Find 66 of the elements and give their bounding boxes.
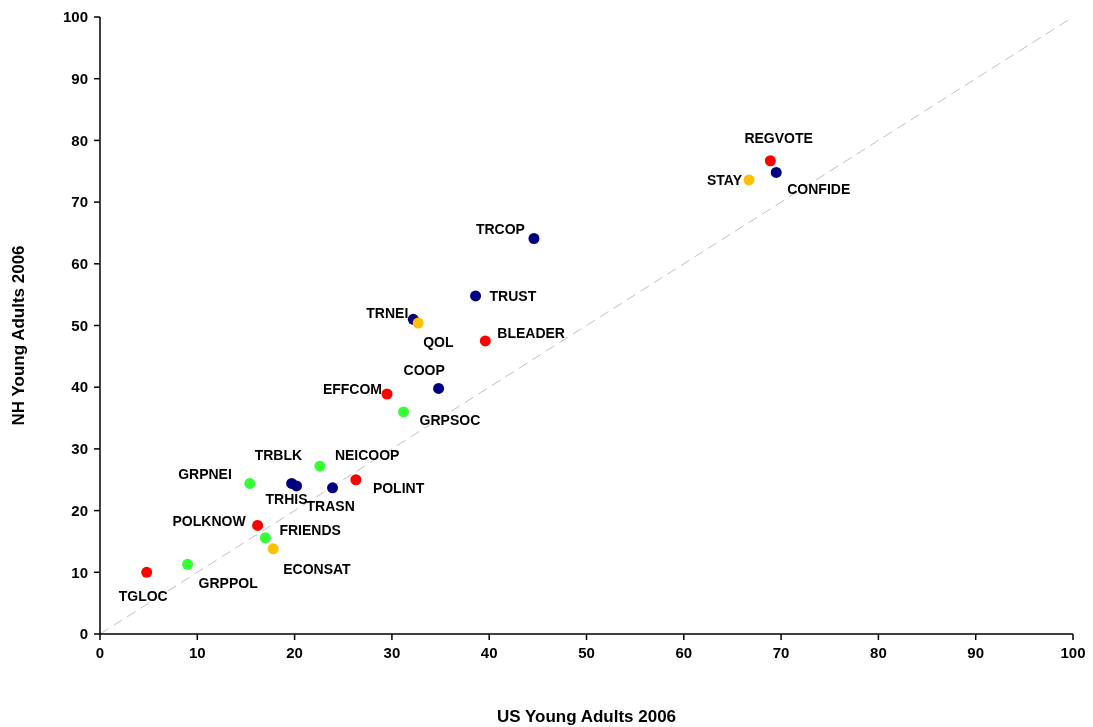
y-tick-label: 70 <box>71 193 88 211</box>
point <box>479 335 491 347</box>
point <box>350 474 362 486</box>
annotation: TRNEI <box>366 305 409 322</box>
point <box>314 460 326 472</box>
annotation: GRPPOL <box>198 575 259 592</box>
x-tick-label: 100 <box>1060 644 1086 661</box>
y-tick-label: 30 <box>71 440 88 458</box>
point <box>398 406 410 418</box>
y-tick-label: 60 <box>71 255 88 273</box>
annotation: GRPSOC <box>419 411 481 428</box>
x-tick-label: 80 <box>870 644 887 661</box>
x-tick-label: 20 <box>286 644 303 661</box>
point <box>381 388 393 400</box>
x-tick-label: 50 <box>578 644 595 661</box>
point <box>770 166 782 178</box>
x-axis-title: US Young Adults 2006 <box>496 707 677 726</box>
point <box>267 543 279 555</box>
y-tick-label: 0 <box>79 625 88 643</box>
x-tick-label: 40 <box>480 644 498 661</box>
annotation: STAY <box>706 171 743 188</box>
point <box>433 382 445 394</box>
x-tick-label: 30 <box>383 644 401 661</box>
annotation: POLINT <box>372 479 425 496</box>
point <box>470 290 482 302</box>
annotation: QOL <box>423 333 454 350</box>
annotation: COOP <box>403 362 445 379</box>
annotation: EFFCOM <box>322 380 383 397</box>
annotation: REGVOTE <box>744 129 813 146</box>
point <box>528 233 540 244</box>
point <box>291 480 303 492</box>
annotation: NEICOOP <box>334 447 400 464</box>
x-tick-label: 10 <box>188 644 206 661</box>
annotation: TGLOC <box>118 588 168 605</box>
x-tick-label: 70 <box>772 644 790 661</box>
y-tick-label: 80 <box>71 131 88 149</box>
y-tick-label: 10 <box>71 563 88 581</box>
y-axis-title: NH Young Adults 2006 <box>9 245 28 426</box>
x-tick-label: 60 <box>675 644 693 661</box>
point <box>141 566 153 578</box>
annotation: POLKNOW <box>172 513 247 530</box>
point <box>327 482 339 494</box>
annotation: TRBLK <box>254 447 303 464</box>
annotation: BLEADER <box>497 324 565 341</box>
annotation: GRPNEI <box>178 466 232 483</box>
point <box>244 477 256 489</box>
point <box>764 155 776 167</box>
y-tick-label: 20 <box>71 501 88 519</box>
annotation: ECONSAT <box>283 560 352 577</box>
point <box>743 174 755 186</box>
x-tick-label: 0 <box>95 644 105 661</box>
annotation: FRIENDS <box>279 521 341 538</box>
annotation: TRASN <box>306 497 355 514</box>
annotation: TRCOP <box>475 221 525 238</box>
point <box>182 558 194 570</box>
y-tick-label: 90 <box>71 69 88 87</box>
y-tick-label: 40 <box>71 378 88 396</box>
annotation: TRHIS <box>265 490 308 507</box>
annotation: TRUST <box>489 287 537 304</box>
point <box>412 317 424 329</box>
y-tick-label: 50 <box>71 316 88 334</box>
x-tick-label: 90 <box>967 644 985 661</box>
annotation: CONFIDE <box>787 181 851 198</box>
point <box>252 519 264 531</box>
y-tick-label: 100 <box>62 8 88 26</box>
point <box>259 532 271 544</box>
